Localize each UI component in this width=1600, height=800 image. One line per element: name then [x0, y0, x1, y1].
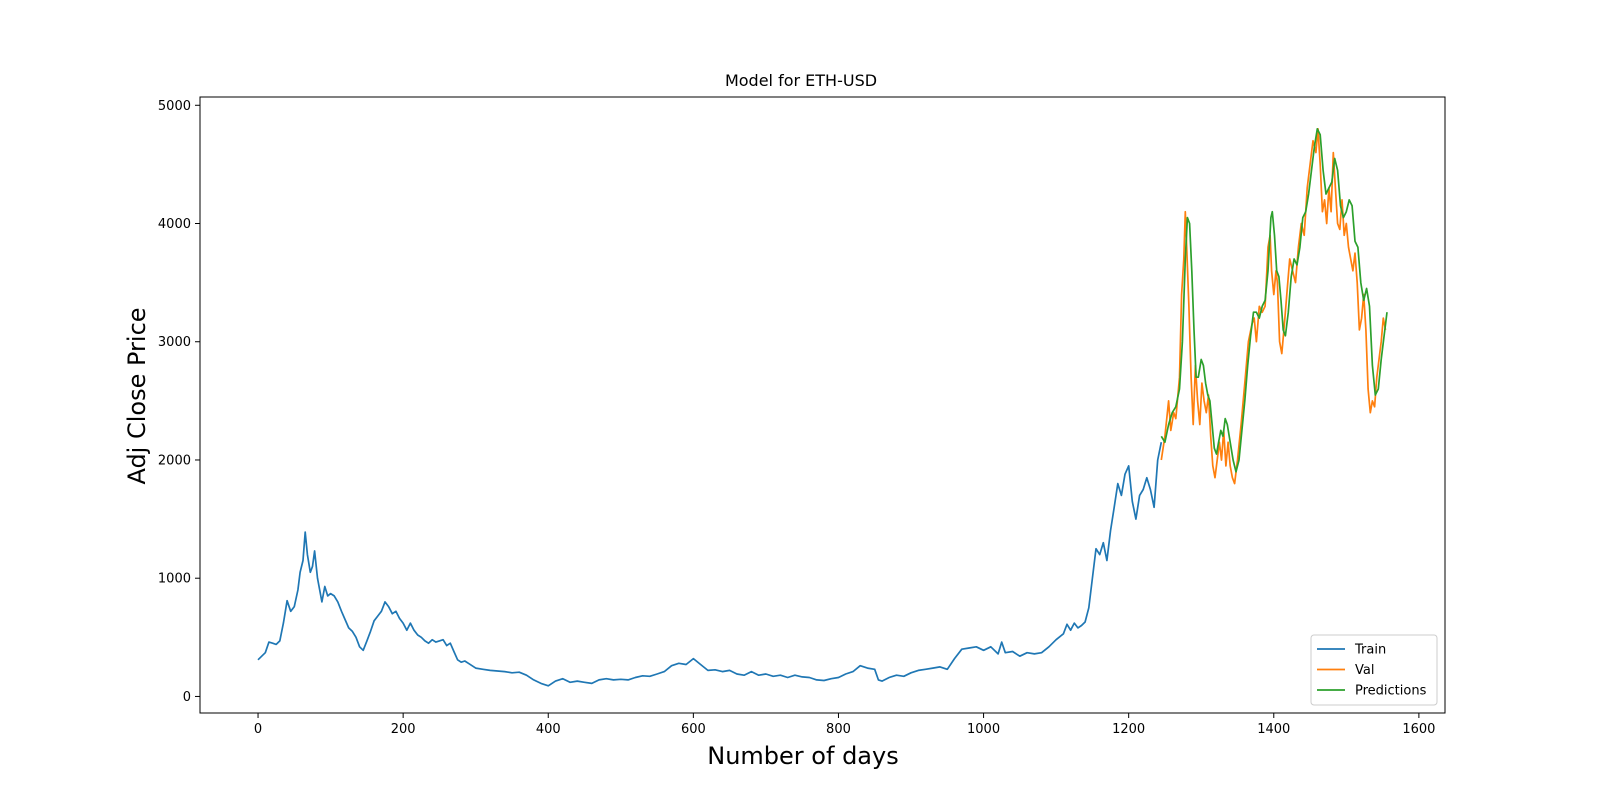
x-tick-label-200: 200: [391, 722, 416, 737]
legend-label-val: Val: [1355, 663, 1374, 678]
x-tick-label-800: 800: [826, 722, 851, 737]
legend: Train Val Predictions: [1310, 634, 1438, 706]
legend-label-predictions: Predictions: [1355, 684, 1427, 699]
legend-box: [1310, 634, 1438, 706]
chart-title: Model for ETH-USD: [725, 71, 877, 90]
x-axis-label: Number of days: [707, 742, 898, 770]
y-tick-label-5000: 5000: [158, 99, 191, 114]
y-tick-label-1000: 1000: [158, 572, 191, 587]
x-tick-label-1200: 1200: [1112, 722, 1145, 737]
x-tick-label-0: 0: [254, 722, 262, 737]
series-line-predictions: [1160, 128, 1388, 473]
x-tick-label-400: 400: [536, 722, 561, 737]
x-tick-label-1400: 1400: [1257, 722, 1290, 737]
series-line-train: [257, 442, 1163, 687]
y-axis-label: Adj Close Price: [123, 307, 151, 484]
x-tick-label-1000: 1000: [967, 722, 1000, 737]
x-tick-label-600: 600: [681, 722, 706, 737]
plot-frame: [199, 96, 1446, 714]
y-tick-label-0: 0: [183, 690, 191, 705]
x-tick-label-1600: 1600: [1402, 722, 1435, 737]
y-tick-label-3000: 3000: [158, 335, 191, 350]
legend-label-train: Train: [1354, 643, 1386, 658]
plot-area: 0 200 400 600 800 1000 1200 1400 1600 0 1000 2000 30…: [158, 96, 1446, 737]
y-tick-label-4000: 4000: [158, 217, 191, 232]
y-tick-label-2000: 2000: [158, 453, 191, 468]
